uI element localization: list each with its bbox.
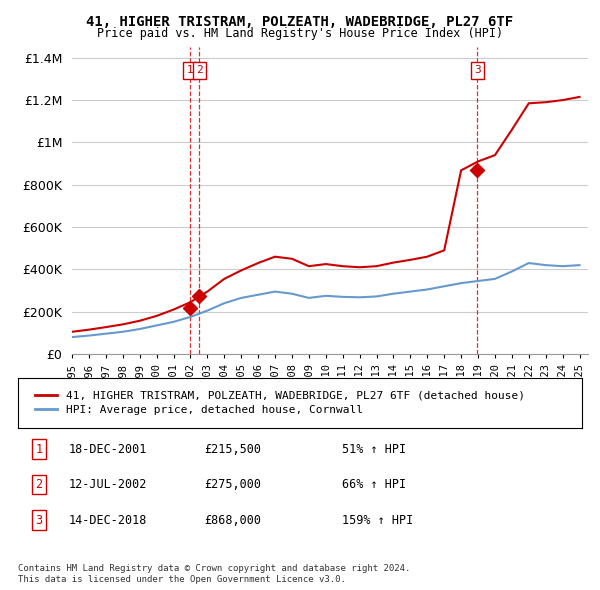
Text: 1: 1 — [187, 65, 193, 76]
Text: Price paid vs. HM Land Registry's House Price Index (HPI): Price paid vs. HM Land Registry's House … — [97, 27, 503, 40]
Text: 2: 2 — [35, 478, 43, 491]
Text: 51% ↑ HPI: 51% ↑ HPI — [342, 442, 406, 456]
Text: 159% ↑ HPI: 159% ↑ HPI — [342, 513, 413, 527]
Text: £275,000: £275,000 — [204, 478, 261, 491]
Text: 14-DEC-2018: 14-DEC-2018 — [69, 513, 148, 527]
Text: 66% ↑ HPI: 66% ↑ HPI — [342, 478, 406, 491]
Text: 12-JUL-2002: 12-JUL-2002 — [69, 478, 148, 491]
Text: 1: 1 — [35, 442, 43, 456]
Text: Contains HM Land Registry data © Crown copyright and database right 2024.: Contains HM Land Registry data © Crown c… — [18, 565, 410, 573]
Text: £868,000: £868,000 — [204, 513, 261, 527]
Text: 2: 2 — [196, 65, 203, 76]
Text: 41, HIGHER TRISTRAM, POLZEATH, WADEBRIDGE, PL27 6TF: 41, HIGHER TRISTRAM, POLZEATH, WADEBRIDG… — [86, 15, 514, 29]
Legend: 41, HIGHER TRISTRAM, POLZEATH, WADEBRIDGE, PL27 6TF (detached house), HPI: Avera: 41, HIGHER TRISTRAM, POLZEATH, WADEBRIDG… — [29, 385, 530, 421]
Text: This data is licensed under the Open Government Licence v3.0.: This data is licensed under the Open Gov… — [18, 575, 346, 584]
Text: 3: 3 — [474, 65, 481, 76]
Text: 3: 3 — [35, 513, 43, 527]
Text: 18-DEC-2001: 18-DEC-2001 — [69, 442, 148, 456]
Text: £215,500: £215,500 — [204, 442, 261, 456]
